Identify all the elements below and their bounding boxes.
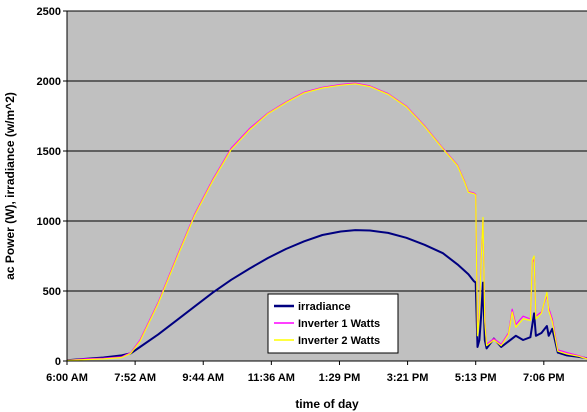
x-tick-label: 11:36 AM — [248, 372, 295, 384]
legend: irradiance Inverter 1 Watts Inverter 2 Wat… — [267, 293, 399, 354]
x-tick-label: 7:06 PM — [523, 372, 565, 384]
x-tick-label: 3:21 PM — [387, 372, 429, 384]
x-ticks: 6:00 AM 7:52 AM 9:44 AM 11:36 AM 1:29 PM 3:21… — [46, 361, 565, 384]
legend-label: irradiance — [298, 301, 351, 313]
legend-label: Inverter 2 Watts — [298, 335, 380, 347]
y-tick-label: 2000 — [37, 76, 61, 88]
y-tick-label: 500 — [43, 286, 61, 298]
x-axis-label: time of day — [295, 397, 359, 411]
y-tick-label: 1500 — [37, 146, 61, 158]
gridlines — [67, 10, 587, 292]
y-axis-label: ac Power (W), irradiance (w/m^2) — [3, 92, 17, 280]
x-tick-label: 9:44 AM — [182, 372, 224, 384]
x-tick-label: 7:52 AM — [114, 372, 156, 384]
legend-label: Inverter 1 Watts — [298, 318, 380, 330]
series-layer — [66, 82, 587, 362]
x-tick-label: 6:00 AM — [46, 372, 88, 384]
y-tick-label: 0 — [55, 356, 61, 368]
y-tick-label: 2500 — [37, 6, 61, 18]
series-line-1 — [66, 229, 587, 362]
y-tick-label: 1000 — [37, 216, 61, 228]
y-ticks: 0 500 1000 1500 2000 2500 — [37, 6, 67, 368]
series-line-3 — [66, 83, 587, 361]
x-tick-label: 1:29 PM — [319, 372, 361, 384]
x-tick-label: 5:13 PM — [455, 372, 497, 384]
